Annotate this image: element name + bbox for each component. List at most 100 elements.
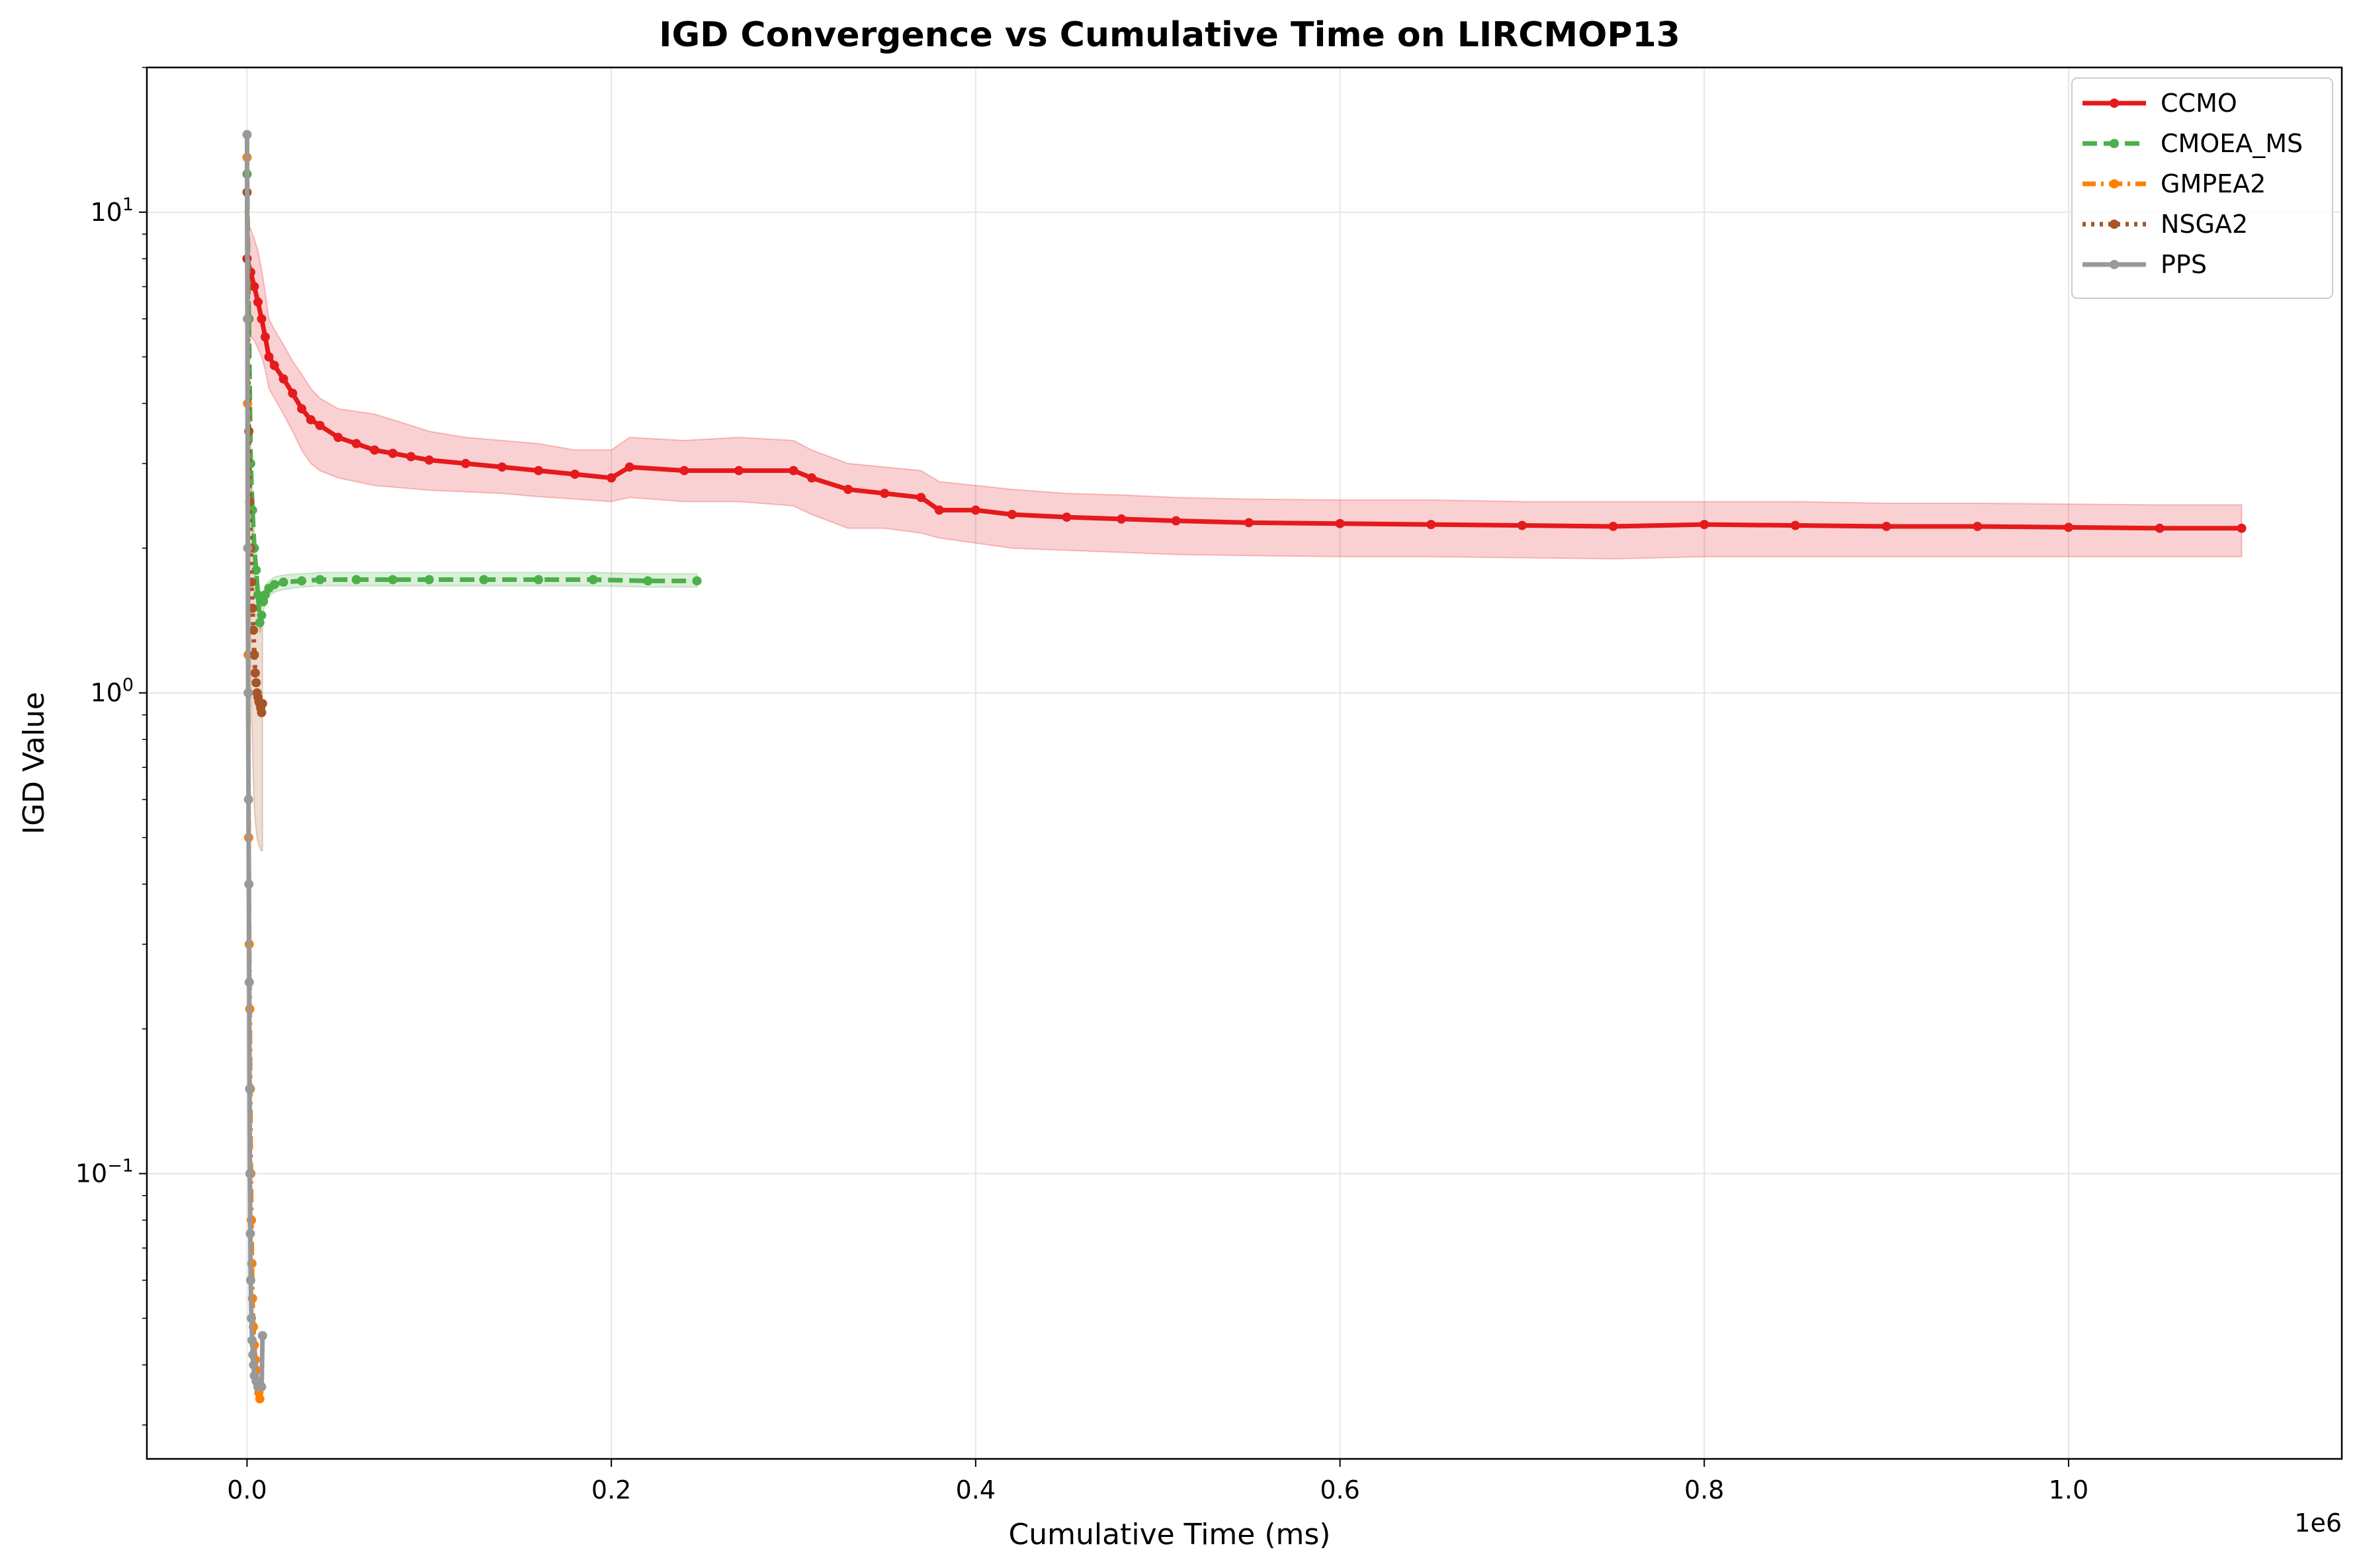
x-axis-offset-label: 1e6	[2294, 1508, 2342, 1538]
data-point-pps	[243, 543, 253, 553]
data-point-ccmo	[1790, 520, 1800, 530]
data-point-ccmo	[607, 473, 617, 483]
x-tick-label: 1.0	[2049, 1475, 2088, 1505]
legend-marker-ccmo	[2110, 99, 2119, 108]
legend-marker-pps	[2110, 260, 2119, 269]
data-point-ccmo	[807, 473, 817, 483]
data-point-ccmo	[1117, 514, 1127, 524]
x-tick-label: 0.6	[1320, 1475, 1359, 1505]
data-point-ccmo	[269, 360, 279, 370]
data-point-pps	[243, 688, 253, 698]
data-point-nsga2	[249, 650, 259, 660]
data-point-ccmo	[306, 415, 316, 425]
data-point-ccmo	[253, 297, 263, 307]
y-axis-label: IGD Value	[17, 692, 51, 835]
data-point-ccmo	[624, 462, 634, 472]
data-point-ccmo	[264, 352, 274, 362]
data-point-ccmo	[333, 433, 343, 442]
data-point-cmoea_ms	[479, 575, 489, 585]
data-point-ccmo	[460, 458, 470, 468]
data-point-ccmo	[406, 452, 416, 462]
data-point-pps	[245, 1275, 255, 1285]
x-tick-label: 0.0	[227, 1475, 267, 1505]
data-point-pps	[245, 1084, 255, 1094]
data-point-cmoea_ms	[257, 610, 267, 620]
data-point-ccmo	[351, 438, 361, 448]
legend-label-cmoea_ms: CMOEA_MS	[2161, 129, 2303, 158]
data-point-ccmo	[1881, 521, 1891, 531]
x-tick-label: 0.4	[956, 1475, 996, 1505]
data-point-ccmo	[1335, 518, 1345, 528]
data-point-cmoea_ms	[351, 575, 361, 585]
data-point-nsga2	[249, 625, 259, 635]
data-point-ccmo	[570, 470, 580, 479]
data-point-pps	[242, 314, 252, 324]
data-point-ccmo	[249, 282, 259, 292]
data-point-ccmo	[1973, 521, 1983, 531]
data-point-cmoea_ms	[424, 575, 434, 585]
x-axis-label: Cumulative Time (ms)	[1009, 1518, 1331, 1551]
data-point-cmoea_ms	[534, 575, 544, 585]
data-point-ccmo	[1699, 520, 1709, 530]
data-point-nsga2	[257, 698, 267, 708]
data-point-ccmo	[388, 448, 398, 458]
data-point-ccmo	[789, 466, 798, 475]
data-point-nsga2	[251, 678, 261, 688]
data-point-ccmo	[2155, 523, 2165, 533]
data-point-ccmo	[934, 505, 944, 515]
legend-marker-nsga2	[2110, 220, 2119, 229]
legend-marker-gmpea2	[2110, 179, 2119, 188]
data-point-ccmo	[1426, 520, 1436, 530]
data-point-pps	[242, 130, 252, 140]
grid	[147, 67, 2342, 1459]
data-point-ccmo	[734, 466, 744, 475]
legend-label-gmpea2: GMPEA2	[2161, 169, 2266, 198]
chart-title: IGD Convergence vs Cumulative Time on LI…	[659, 15, 1680, 55]
data-point-nsga2	[250, 668, 260, 678]
data-point-ccmo	[315, 421, 325, 431]
data-point-ccmo	[1007, 509, 1017, 519]
data-point-gmpea2	[255, 1394, 265, 1404]
legend-label-ccmo: CCMO	[2161, 89, 2237, 118]
data-point-cmoea_ms	[255, 618, 265, 628]
data-point-cmoea_ms	[588, 575, 598, 585]
data-point-pps	[257, 1331, 267, 1341]
data-point-ccmo	[1062, 513, 1072, 522]
data-point-pps	[257, 1382, 267, 1392]
data-point-ccmo	[843, 485, 853, 495]
band-ccmo	[246, 222, 2243, 560]
data-point-pps	[244, 977, 254, 987]
data-point-cmoea_ms	[279, 577, 288, 587]
data-point-cmoea_ms	[315, 575, 325, 585]
data-point-ccmo	[1517, 520, 1527, 530]
uncertainty-bands	[246, 157, 2243, 852]
data-point-ccmo	[370, 445, 380, 455]
data-point-ccmo	[1244, 518, 1254, 528]
data-point-ccmo	[497, 462, 507, 472]
data-point-ccmo	[279, 374, 288, 384]
data-point-cmoea_ms	[643, 576, 653, 586]
data-point-pps	[245, 1229, 255, 1239]
data-point-ccmo	[916, 493, 926, 503]
data-point-pps	[244, 879, 254, 889]
y-tick-label: 100	[90, 675, 134, 708]
plot-frame	[146, 66, 2343, 1460]
data-point-ccmo	[2063, 522, 2073, 532]
data-point-ccmo	[970, 505, 980, 515]
data-point-ccmo	[679, 466, 689, 475]
legend: CCMO CMOEA_MS GMPEA2 NSGA2 PPS	[2071, 77, 2333, 299]
legend-box	[2071, 77, 2333, 299]
axis-ticks: 0.0 0.2 0.4 0.6 0.8 1.0 10−1 100 101	[75, 67, 2088, 1505]
data-point-pps	[245, 1169, 255, 1178]
data-point-ccmo	[257, 314, 267, 324]
data-point-pps	[247, 1313, 257, 1323]
data-point-ccmo	[534, 466, 544, 475]
x-tick-label: 0.8	[1684, 1475, 1724, 1505]
data-point-ccmo	[1171, 516, 1181, 526]
data-point-ccmo	[424, 455, 434, 465]
data-point-pps	[247, 1335, 257, 1345]
series-lines	[242, 130, 2247, 1404]
data-point-cmoea_ms	[269, 579, 279, 589]
data-point-pps	[248, 1350, 258, 1360]
